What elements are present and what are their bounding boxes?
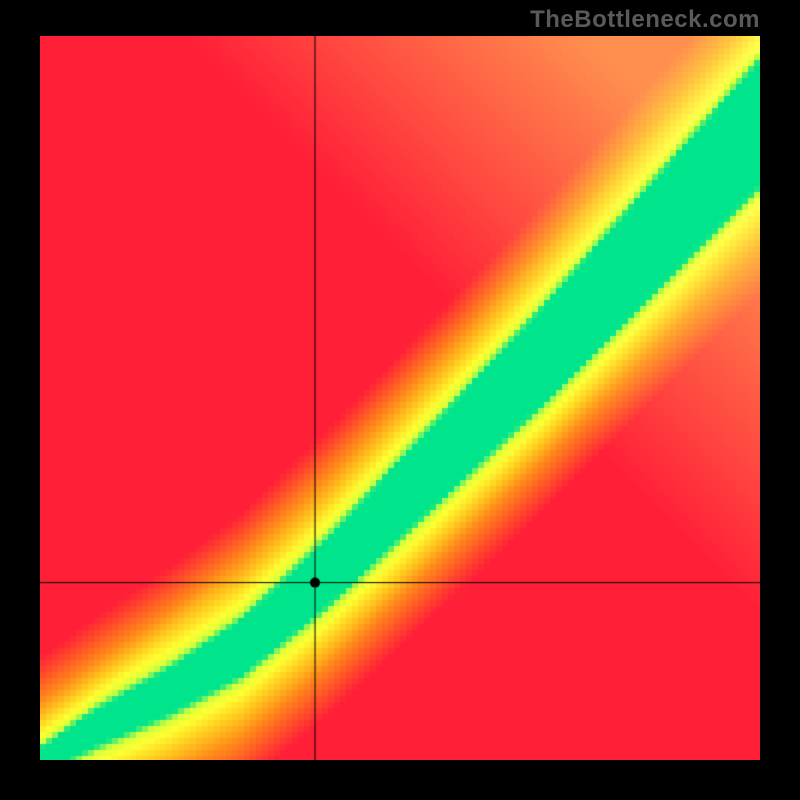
bottleneck-heatmap: [40, 36, 760, 760]
heatmap-canvas: [40, 36, 760, 760]
site-watermark: TheBottleneck.com: [530, 6, 760, 34]
